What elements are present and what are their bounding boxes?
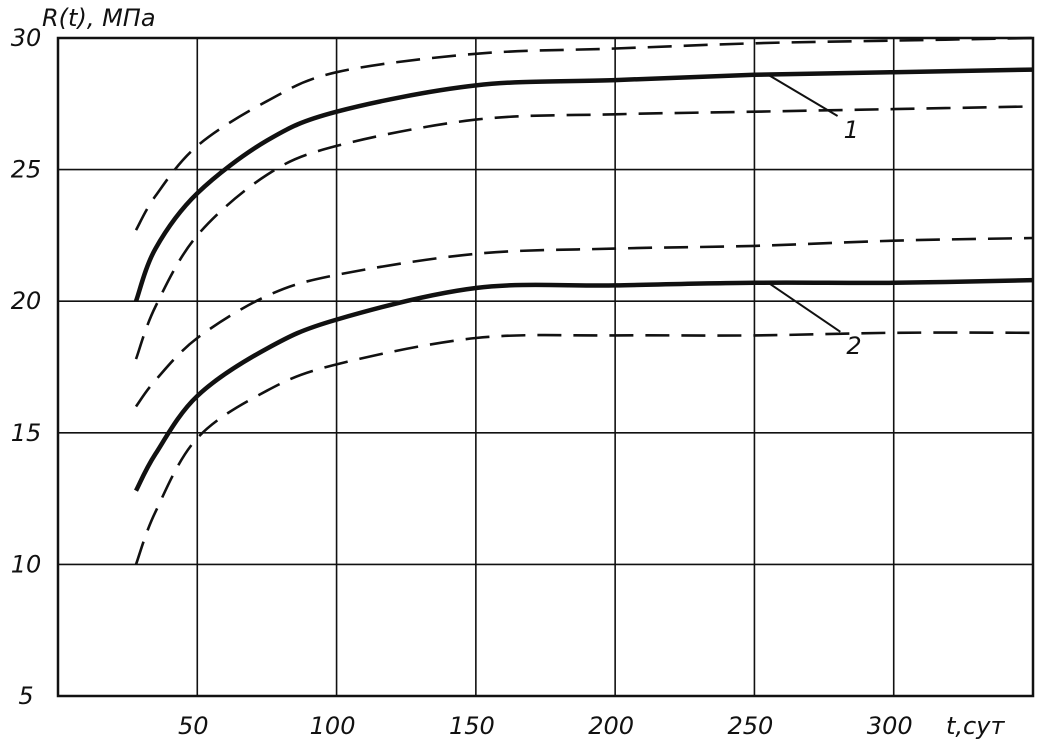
confidence-bound-line-6: [134, 331, 1034, 565]
tick-labels: 50 100 150 200 250 300 5 10 15 20 25 30: [11, 24, 913, 740]
annotation-leader-1: [767, 73, 839, 117]
annotation-leader-2: [767, 281, 841, 333]
x-axis-label: t,сут: [946, 712, 1005, 740]
y-tick-label: 30: [11, 24, 42, 52]
grid-lines: [58, 38, 1033, 696]
x-tick-label: 300: [867, 712, 913, 740]
y-axis-label: R(t), МПа: [42, 4, 156, 32]
y-tick-label: 10: [11, 550, 42, 578]
y-tick-label: 15: [11, 419, 42, 447]
series-line-2: [134, 277, 1034, 492]
annotation-label-1: 1: [844, 116, 859, 144]
y-tick-label: 25: [11, 156, 42, 184]
y-tick-label: 20: [11, 287, 42, 315]
plot-frame: [56, 36, 1035, 698]
annotation-label-2: 2: [846, 332, 861, 360]
x-tick-label: 150: [449, 712, 495, 740]
confidence-bound-line-2: [134, 36, 1034, 231]
confidence-bound-line-5: [134, 236, 1034, 408]
series-line-1: [133, 67, 1034, 302]
x-tick-label: 200: [588, 712, 634, 740]
x-tick-label: 250: [728, 712, 774, 740]
plot-series: [133, 36, 1034, 565]
confidence-bound-line-3: [134, 105, 1034, 360]
x-tick-label: 100: [310, 712, 356, 740]
y-tick-label: 5: [18, 682, 33, 710]
series-annotations: 12: [767, 73, 862, 360]
x-tick-label: 50: [178, 712, 209, 740]
